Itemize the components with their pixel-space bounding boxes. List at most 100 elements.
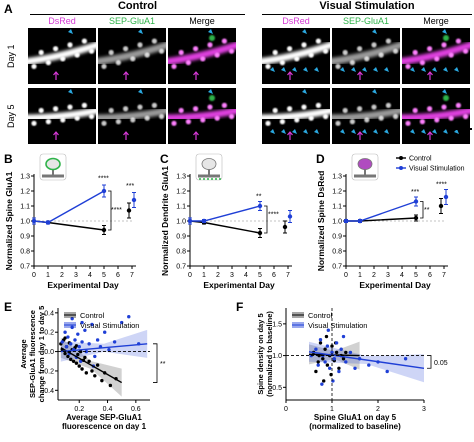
x-tick-label: 0.6: [131, 406, 141, 413]
spine: [137, 104, 143, 110]
spine: [159, 48, 165, 54]
spine: [74, 115, 80, 121]
spine: [308, 52, 314, 58]
group-underline-control: [30, 14, 245, 15]
x-tick-label: 1: [202, 272, 206, 279]
sig-annotation: **: [160, 361, 166, 368]
y-tick-label: 1.1: [332, 204, 342, 211]
scatter-point: [84, 371, 89, 375]
spine: [214, 52, 220, 58]
arrow-marker: [421, 67, 426, 72]
arrow-marker: [68, 29, 73, 34]
arrow-marker: [123, 131, 129, 140]
scatter-point: [70, 325, 74, 330]
arrow-marker: [281, 67, 286, 72]
arrow-marker: [302, 89, 307, 94]
spine: [378, 52, 384, 58]
chart-b: 0.7 0.8 0.9 1.0 1.1 1.2 1.3 0 1 2 3 4 5 6 7 Experimenta…: [4, 153, 137, 290]
data-point-day7: [287, 214, 293, 219]
spine: [364, 117, 370, 123]
spine: [378, 115, 384, 121]
spine: [412, 107, 418, 114]
x-tick-label: 3: [386, 272, 390, 279]
scale-bar-label: 5μm: [447, 132, 463, 141]
dendrite: [262, 41, 330, 65]
dendrite: [28, 107, 96, 122]
dendrite: [98, 107, 166, 122]
arrow-marker: [287, 71, 293, 80]
arrow-marker: [372, 29, 377, 34]
arrow-marker: [357, 71, 363, 80]
x-tick-label: 3: [422, 406, 426, 413]
green-puncta: [209, 95, 215, 101]
spine: [178, 49, 184, 56]
scatter-point: [87, 359, 91, 363]
confidence-band: [60, 337, 122, 397]
spine: [455, 102, 461, 108]
scatter-point: [63, 330, 67, 334]
scatter-point: [95, 338, 100, 342]
spine: [137, 42, 143, 48]
y-tick-label: 1.0: [176, 219, 186, 226]
arrow-marker: [362, 129, 367, 134]
scatter-point: [337, 369, 341, 374]
y-tick-label: 1.3: [176, 174, 186, 181]
scatter-point: [322, 379, 326, 383]
group-title-stimulation: Visual Stimulation: [319, 0, 415, 12]
scatter-point: [69, 342, 73, 346]
sig-bracket: [153, 343, 158, 383]
arrow-marker: [53, 71, 59, 80]
spine: [441, 104, 447, 110]
spine: [371, 42, 377, 48]
chart-c: 0.7 0.8 0.9 1.0 1.1 1.2 1.3 0 1 2 3 4 5 6 7 Experimenta…: [160, 153, 293, 290]
scatter-point: [330, 350, 334, 355]
y-tick-label: 0.8: [20, 249, 30, 256]
scatter-point: [87, 342, 91, 346]
dendrite: [28, 41, 96, 65]
spine: [185, 119, 191, 125]
arrow-marker: [281, 129, 286, 134]
micrograph-tile: [262, 28, 330, 84]
spine: [60, 56, 66, 62]
y-tick-label: 0.8: [332, 249, 342, 256]
arrow-marker: [314, 129, 319, 134]
arrow-marker: [427, 71, 433, 80]
spine: [335, 63, 341, 70]
dendrite-dot: [207, 178, 209, 180]
spine: [67, 104, 73, 110]
scatter-point: [348, 350, 353, 355]
spine: [357, 106, 363, 112]
micrograph-tile: [98, 28, 166, 84]
scatter-point: [127, 315, 131, 319]
x-tick-label: 7: [442, 272, 446, 279]
scatter-point: [323, 360, 327, 364]
spine: [448, 115, 454, 121]
x-axis-label: Spine GluA1 on day 5: [314, 413, 397, 422]
y-tick-label: 0.7: [332, 264, 342, 271]
y-tick-label: 1.0: [20, 219, 30, 226]
scatter-point: [341, 357, 346, 361]
micrograph-tile: [332, 88, 400, 144]
arrow-marker: [384, 67, 389, 72]
spine: [89, 113, 95, 120]
green-puncta: [443, 35, 449, 41]
x-tick-label: 2: [216, 272, 220, 279]
data-point-day7: [438, 203, 444, 209]
scatter-point: [76, 332, 80, 336]
y-tick-label: 0.2: [44, 330, 54, 337]
dendrite-dot: [219, 178, 221, 180]
series-line: [33, 190, 105, 224]
arrow-marker: [314, 67, 319, 72]
scatter-point: [93, 374, 97, 378]
x-tick-label: 6: [272, 272, 276, 279]
scatter-point: [323, 347, 327, 351]
scatter-point: [93, 354, 97, 359]
arrow-marker: [68, 89, 73, 94]
spine: [272, 49, 278, 56]
spine: [144, 115, 150, 121]
scatter-point: [66, 354, 70, 359]
spine: [385, 102, 391, 108]
x-tick-label: 0: [344, 272, 348, 279]
spine: [207, 104, 213, 110]
